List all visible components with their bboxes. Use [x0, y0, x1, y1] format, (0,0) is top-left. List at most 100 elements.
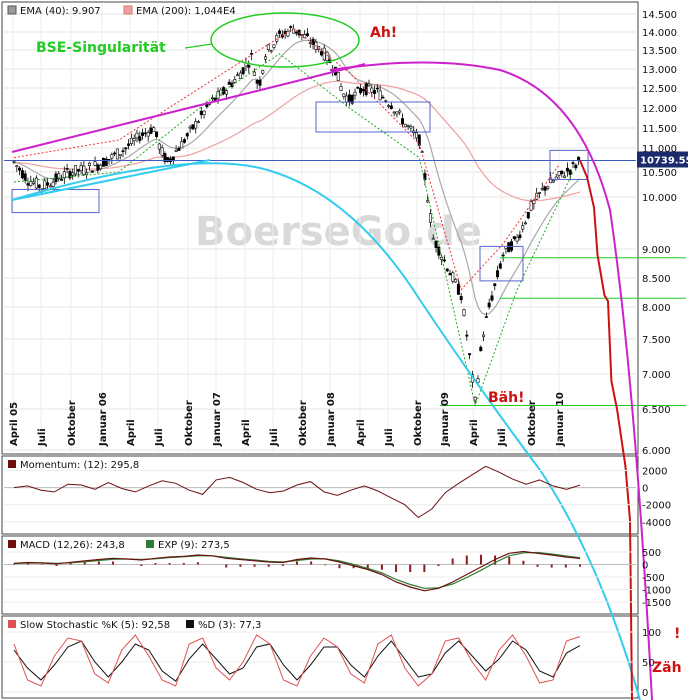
candle-body	[57, 173, 61, 180]
macd-panel	[1, 535, 639, 615]
highlight-box	[315, 101, 431, 133]
candle-body	[445, 268, 449, 272]
candle-body	[507, 242, 511, 253]
candle-body	[219, 89, 223, 96]
candle-body	[48, 185, 52, 188]
price-x-tick: Juli	[37, 428, 48, 447]
momentum-line	[13, 465, 581, 519]
candle-body	[521, 225, 525, 230]
candle-body	[370, 87, 374, 93]
candle-body	[12, 161, 16, 163]
candle-body	[292, 28, 296, 34]
candle-body	[395, 111, 399, 115]
momentum-y-tick: -4000	[642, 518, 671, 529]
candle-body	[493, 283, 497, 286]
candle-body	[353, 91, 357, 96]
candle-body	[87, 162, 91, 167]
price-x-tick: Januar 06	[98, 392, 109, 447]
candle-body	[93, 161, 97, 166]
candle-body	[99, 164, 103, 170]
legend-stoch-k-swatch	[8, 620, 16, 628]
price-x-tick: Januar 08	[326, 392, 337, 447]
candle-body	[73, 165, 77, 175]
candle-body	[191, 124, 195, 130]
legend-stoch-k: Slow Stochastic %K (5): 92,58	[20, 620, 170, 631]
candle-body	[216, 91, 220, 99]
candle-body	[512, 236, 516, 240]
candle-body	[177, 147, 181, 151]
price-x-tick: April	[241, 419, 252, 446]
candle-body	[560, 170, 564, 175]
candle-body	[465, 334, 469, 337]
candle-body	[479, 346, 483, 352]
candle-body	[202, 110, 206, 115]
candle-body	[60, 179, 64, 181]
price-x-tick: Januar 09	[440, 392, 451, 447]
price-x-tick: Oktober	[413, 400, 424, 446]
macd-y-tick: 0	[642, 561, 648, 572]
price-y-tick: 14.000	[642, 28, 677, 39]
candle-body	[101, 158, 105, 167]
candle-body	[523, 222, 527, 225]
price-y-tick: 6.000	[642, 446, 671, 457]
candle-body	[113, 152, 117, 155]
price-x-tick: Oktober	[527, 400, 538, 446]
candle-body	[409, 126, 413, 129]
candle-body	[501, 254, 505, 257]
candle-body	[85, 172, 89, 175]
annotation-baeh: Bäh!	[488, 390, 524, 406]
candle-body	[278, 30, 282, 34]
candle-body	[339, 86, 343, 91]
candle-body	[65, 167, 69, 170]
candle-body	[272, 44, 276, 48]
price-y-tick: 12.500	[642, 84, 677, 95]
candle-body	[261, 70, 265, 74]
stochastic-panel	[1, 615, 639, 699]
watermark: BoerseGo.de	[195, 209, 482, 255]
candle-body	[484, 316, 488, 318]
price-y-tick: 10.500	[642, 168, 677, 179]
legend-ema40-swatch	[7, 5, 17, 15]
candle-body	[32, 181, 36, 184]
candle-body	[518, 234, 522, 238]
momentum-panel	[1, 455, 639, 535]
candle-body	[319, 51, 323, 56]
candle-body	[227, 81, 231, 85]
price-x-tick: Juli	[497, 428, 508, 447]
candle-body	[182, 139, 186, 143]
candle-body	[431, 237, 435, 240]
candle-body	[149, 127, 153, 134]
candle-body	[96, 164, 100, 171]
candle-body	[222, 87, 226, 95]
candle-body	[15, 165, 19, 167]
candle-body	[121, 150, 125, 152]
candle-body	[345, 95, 349, 103]
candle-body	[76, 169, 80, 172]
cyan-baseline	[11, 159, 211, 201]
candle-body	[129, 137, 133, 144]
price-y-tick: 7.500	[642, 335, 671, 346]
candle-body	[43, 180, 47, 190]
candle-body	[387, 105, 391, 107]
last-price-label: 10739.55	[640, 156, 688, 167]
candle-body	[37, 184, 41, 188]
candle-body	[132, 138, 136, 142]
candle-body	[401, 118, 405, 125]
candle-body	[373, 90, 377, 94]
last-price-tag	[637, 151, 688, 168]
bse-callout-line	[184, 43, 213, 49]
price-y-tick: 13.500	[642, 46, 677, 57]
candle-body	[152, 127, 156, 132]
candle-body	[437, 246, 441, 256]
candle-body	[266, 44, 270, 50]
candle-body	[51, 181, 55, 187]
momentum-y-tick: -2000	[642, 501, 671, 512]
candle-body	[549, 177, 553, 184]
macd-y-tick: -500	[642, 573, 665, 584]
macd-y-tick: -1000	[642, 586, 671, 597]
candle-body	[454, 279, 458, 283]
candle-body	[118, 154, 122, 157]
annotation-ah: Ah!	[370, 25, 397, 41]
candle-body	[482, 334, 486, 338]
price-y-tick: 11.500	[642, 124, 677, 135]
